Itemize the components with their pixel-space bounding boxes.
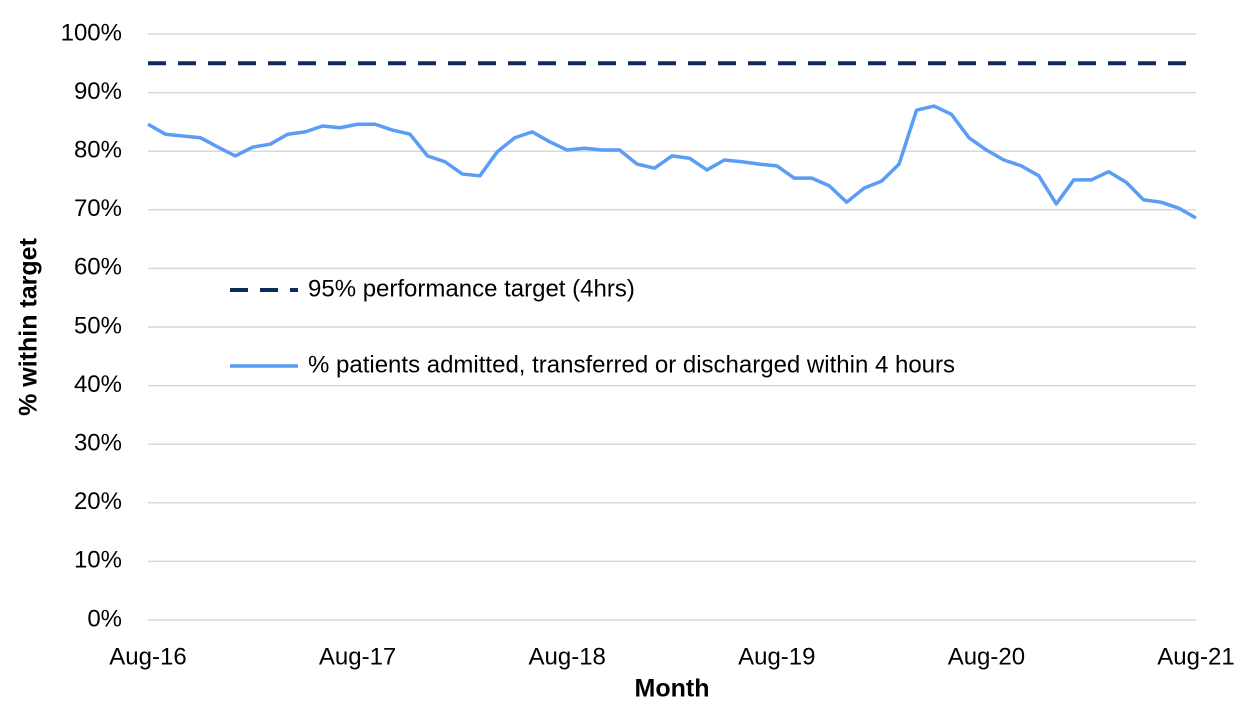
- legend-label: % patients admitted, transferred or disc…: [308, 351, 955, 378]
- y-tick-label: 20%: [74, 488, 122, 515]
- legend-label: 95% performance target (4hrs): [308, 275, 635, 302]
- y-tick-label: 30%: [74, 430, 122, 457]
- y-axis-title: % within target: [15, 237, 43, 415]
- y-tick-label: 10%: [74, 547, 122, 574]
- x-axis-title: Month: [635, 675, 710, 703]
- y-tick-label: 90%: [74, 78, 122, 105]
- x-tick-label: Aug-17: [319, 643, 396, 670]
- x-tick-label: Aug-20: [948, 643, 1025, 670]
- x-tick-label: Aug-21: [1157, 643, 1234, 670]
- x-tick-label: Aug-18: [529, 643, 606, 670]
- y-tick-label: 40%: [74, 371, 122, 398]
- y-tick-label: 50%: [74, 312, 122, 339]
- x-tick-label: Aug-19: [738, 643, 815, 670]
- y-tick-label: 70%: [74, 195, 122, 222]
- line-series: [147, 104, 1197, 220]
- y-tick-label: 80%: [74, 137, 122, 164]
- x-tick-label: Aug-16: [109, 643, 186, 670]
- y-tick-label: 0%: [87, 605, 122, 632]
- y-tick-label: 60%: [74, 254, 122, 281]
- y-tick-label: 100%: [61, 19, 122, 46]
